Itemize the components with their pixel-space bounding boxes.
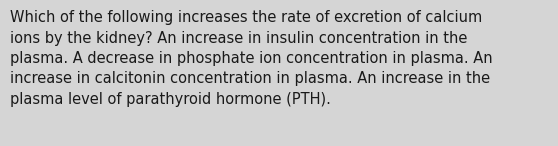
Text: Which of the following increases the rate of excretion of calcium
ions by the ki: Which of the following increases the rat… <box>10 10 493 107</box>
